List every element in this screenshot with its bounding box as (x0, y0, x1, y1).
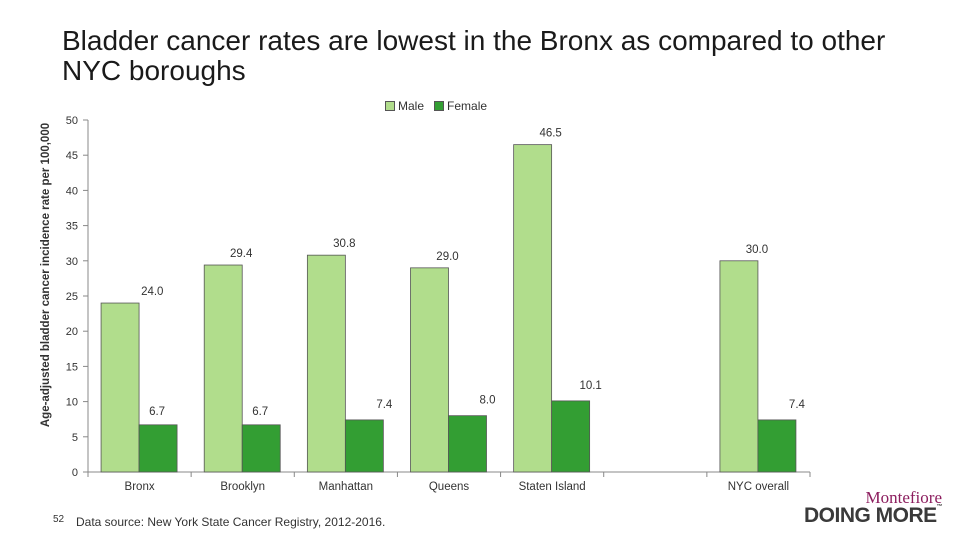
chart-labels: 24.0 29.4 30.8 29.0 46.5 30.0 6.7 6.7 7.4 8.0 10.1… (141, 128, 805, 418)
x-tick-label: Brooklyn (220, 481, 265, 493)
y-tick-label: 30 (66, 256, 78, 268)
x-tick-label: Staten Island (519, 481, 586, 493)
bar-male (306, 254, 346, 473)
data-label-female: 6.7 (149, 406, 165, 418)
y-tick-label: 25 (66, 291, 78, 303)
y-tick-label: 35 (66, 221, 78, 233)
bar-male (410, 267, 449, 473)
x-tick-label: Queens (429, 481, 470, 493)
x-tick-label: Bronx (125, 481, 155, 493)
bar-female (551, 400, 591, 473)
chart-legend: Male Female (385, 99, 487, 113)
legend-label-male: Male (398, 99, 425, 113)
bar-female (241, 424, 281, 473)
bar-female (448, 415, 487, 473)
data-source-note: Data source: New York State Cancer Regis… (76, 515, 386, 529)
legend-item-male: Male (385, 99, 424, 113)
y-tick-label: 10 (66, 397, 78, 409)
bar-male (513, 144, 553, 473)
logo-trademark: ™ (936, 504, 943, 510)
chart-title: Bladder cancer rates are lowest in the B… (62, 25, 886, 86)
logo-top-text: Montefiore (865, 488, 942, 507)
legend-label-female: Female (447, 99, 488, 113)
chart-bars (100, 144, 797, 473)
y-tick-label: 45 (66, 150, 78, 162)
data-label-male: 29.4 (230, 248, 253, 260)
data-label-male: 30.8 (333, 238, 355, 250)
x-tick-label: Manhattan (319, 481, 373, 493)
data-label-female: 10.1 (579, 380, 601, 392)
y-tick-label: 20 (66, 326, 78, 338)
bar-female (757, 419, 797, 473)
logo-bottom-words: DOING MORE (804, 504, 937, 527)
legend-item-female: Female (434, 99, 487, 113)
y-tick-label: 0 (72, 467, 78, 479)
x-tick-label: NYC overall (728, 481, 789, 493)
y-tick-label: 50 (66, 115, 78, 127)
y-tick-label: 40 (66, 185, 78, 197)
data-label-female: 8.0 (480, 395, 496, 407)
bar-male (719, 260, 759, 473)
bar-male (203, 264, 243, 473)
legend-swatch-female (434, 101, 445, 111)
data-label-female: 6.7 (252, 406, 268, 418)
data-label-female: 7.4 (376, 399, 393, 411)
y-tick-label: 15 (66, 361, 78, 373)
y-tick-label: 5 (72, 432, 78, 444)
legend-swatch-male (385, 101, 395, 111)
data-label-female: 7.4 (789, 399, 806, 411)
logo-bottom-text: DOING MORE™ (804, 504, 943, 528)
data-label-male: 24.0 (141, 286, 163, 298)
bar-female (344, 419, 384, 473)
y-axis-label: Age-adjusted bladder cancer incidence ra… (40, 123, 52, 427)
montefiore-logo: Montefiore DOING MORE™ (802, 488, 952, 528)
bar-male (100, 302, 140, 473)
page-number: 52 (53, 514, 65, 525)
bar-female (138, 424, 178, 473)
data-label-male: 30.0 (746, 244, 768, 256)
data-label-male: 46.5 (539, 128, 561, 140)
data-label-male: 29.0 (436, 251, 458, 263)
